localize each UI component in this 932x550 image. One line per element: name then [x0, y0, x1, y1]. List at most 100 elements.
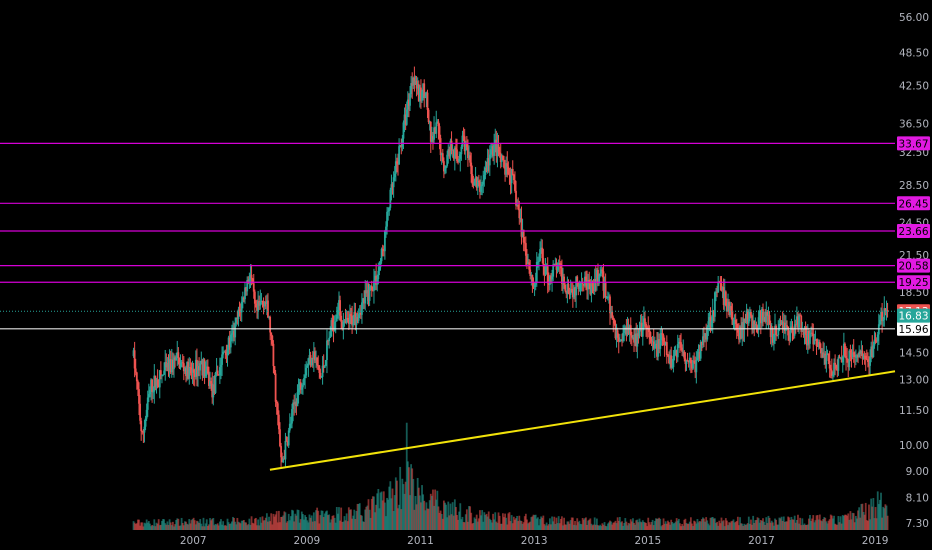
volume-bar	[736, 516, 739, 530]
candle-body	[752, 320, 755, 329]
volume-bar	[383, 502, 386, 530]
candle-body	[812, 333, 815, 345]
x-axis: 2007 2009 2011 2013 2015 2017 2019	[180, 535, 889, 547]
candle-body	[866, 359, 869, 363]
candle-body	[174, 357, 176, 361]
candle-body	[438, 126, 441, 139]
volume-bar	[365, 506, 368, 530]
volume-bar	[870, 498, 873, 530]
candle-body	[561, 268, 563, 284]
candle-body	[503, 160, 505, 168]
volume-bar	[297, 510, 300, 530]
candle-body	[881, 311, 884, 322]
candle-body	[546, 266, 549, 284]
volume-bar	[834, 523, 837, 530]
volume-bar	[632, 518, 634, 530]
candle-body	[450, 140, 453, 151]
candle-body	[850, 352, 853, 357]
candle-body	[689, 357, 692, 364]
volume-bar	[264, 517, 267, 530]
candle-body	[548, 276, 551, 285]
volume-bar	[623, 522, 626, 530]
volume-bar	[225, 525, 228, 530]
volume-bar	[622, 525, 625, 530]
volume-bar	[351, 518, 353, 530]
candle-body	[320, 376, 323, 378]
volume-bar	[487, 511, 490, 530]
candle-body	[502, 156, 504, 161]
volume-bar	[198, 522, 201, 530]
candle-body	[449, 140, 452, 157]
candle-body	[602, 271, 605, 291]
candle-body	[303, 378, 305, 385]
candle-body	[598, 276, 600, 284]
candle-body	[411, 83, 414, 86]
volume-bar	[309, 517, 312, 530]
volume-bar	[263, 520, 266, 530]
volume-bar	[164, 523, 167, 530]
volume-bar	[820, 520, 822, 530]
volume-bar	[691, 523, 693, 530]
y-tick-label: 36.50	[899, 118, 929, 130]
candle-body	[258, 301, 261, 306]
volume-bar	[203, 526, 206, 530]
candle-body	[792, 333, 795, 336]
candle-body	[232, 331, 234, 334]
volume-bar	[765, 517, 768, 530]
candle-body	[656, 343, 658, 357]
volume-bar	[514, 519, 516, 530]
volume-bar	[774, 518, 776, 530]
volume-bar	[497, 512, 500, 530]
volume-bar	[284, 512, 287, 530]
candle-body	[605, 297, 608, 299]
candle-body	[314, 351, 316, 361]
candle-body	[609, 296, 611, 314]
volume-bar	[728, 522, 731, 530]
trendline[interactable]	[269, 370, 896, 471]
candle-body	[830, 370, 833, 376]
candle-body	[446, 154, 449, 166]
volume-bar	[718, 520, 721, 530]
candle-body	[576, 276, 579, 283]
volume-bar	[340, 507, 343, 530]
candle-body	[406, 99, 409, 110]
candle-body	[181, 362, 184, 364]
volume-bar	[482, 521, 485, 530]
volume-bar	[685, 523, 688, 530]
volume-bar	[748, 523, 751, 530]
candle-body	[726, 305, 728, 311]
candle-body	[587, 279, 590, 290]
candle-body	[222, 352, 225, 355]
volume-bar	[573, 524, 575, 530]
volume-bar	[759, 520, 762, 530]
volume-bar	[354, 519, 357, 530]
volume-bar	[874, 507, 877, 530]
candle-body	[170, 359, 173, 373]
volume-bar	[828, 519, 831, 530]
candle-body	[614, 323, 617, 339]
candle-body	[886, 310, 889, 312]
candle-body	[728, 301, 731, 316]
x-tick-label: 2009	[293, 535, 320, 547]
volume-bar	[707, 523, 710, 530]
volume-bar	[237, 521, 240, 530]
candle-body	[459, 154, 462, 159]
candle-body	[641, 326, 644, 337]
candle-body	[556, 265, 559, 270]
volume-bar	[257, 519, 260, 530]
candle-body	[857, 354, 859, 358]
volume-bar	[475, 514, 478, 530]
volume-bar	[754, 520, 757, 530]
candle-body	[567, 283, 570, 294]
candle-body	[703, 336, 705, 338]
candle-body	[852, 352, 855, 355]
volume-bar	[841, 515, 844, 530]
volume-bar	[159, 524, 162, 530]
volume-bar	[578, 520, 581, 530]
candle-body	[732, 320, 735, 325]
volume-bar	[259, 517, 262, 530]
candle-body	[651, 341, 654, 343]
candle-body	[682, 351, 685, 353]
volume-bar	[272, 513, 275, 530]
volume-bar	[793, 515, 796, 530]
